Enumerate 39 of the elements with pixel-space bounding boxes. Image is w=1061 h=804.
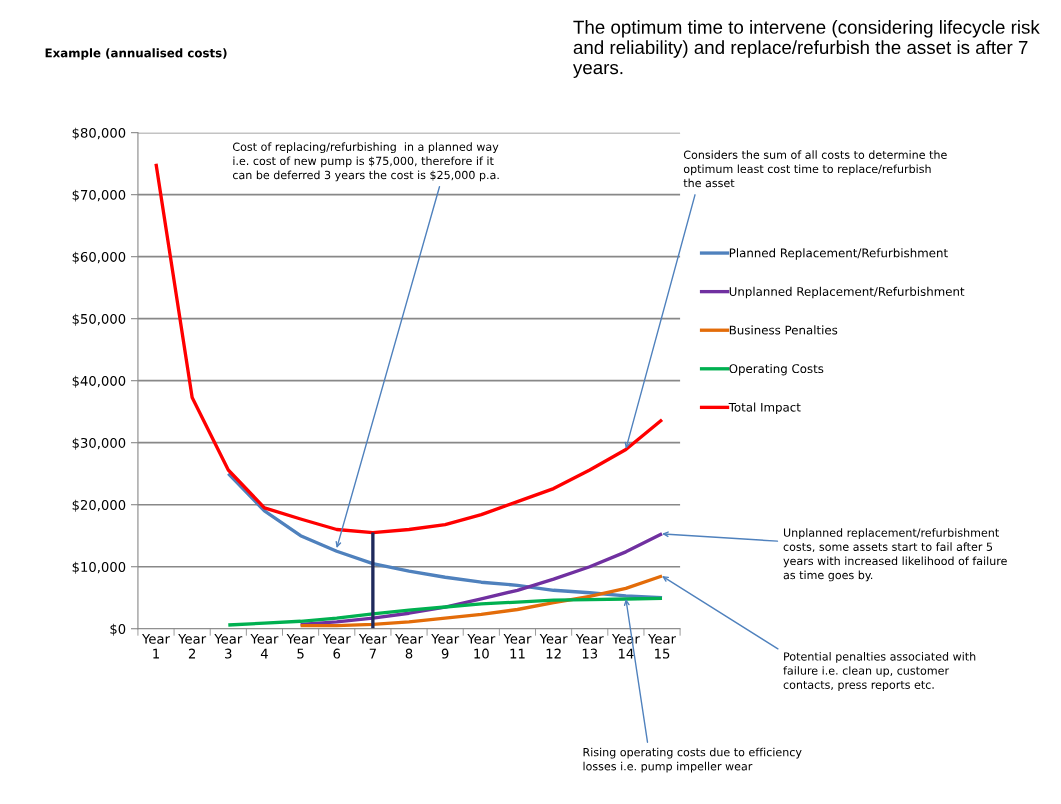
text: The optimum time to intervene (considering lifecycle risk and reliability) and replace/refurbish the asset is after 7 years. bbox=[572, 20, 1040, 78]
x-tick-label: Year 4 bbox=[250, 634, 279, 659]
x-tick-label: Year 9 bbox=[431, 634, 460, 659]
x-tick-label: Year 15 bbox=[648, 634, 676, 659]
y-tick-label: $60,000 bbox=[72, 251, 126, 264]
x-tick-label: Year 1 bbox=[142, 634, 170, 659]
x-tick-label: Year 10 bbox=[467, 634, 496, 659]
line-series bbox=[226, 596, 664, 627]
x-tick-label: Year 5 bbox=[286, 634, 315, 659]
y-tick-label: $70,000 bbox=[72, 189, 126, 202]
x-tick-label: Year 11 bbox=[503, 634, 532, 659]
legend-label: Total Impact bbox=[728, 402, 801, 414]
y-tick-label: $10,000 bbox=[72, 561, 126, 574]
y-tick-label: $20,000 bbox=[72, 499, 126, 512]
x-tick-label: Year 2 bbox=[178, 634, 207, 659]
line-series bbox=[226, 472, 664, 600]
x-tick-label: Year 12 bbox=[539, 634, 568, 659]
y-tick-label: $30,000 bbox=[72, 437, 126, 450]
y-tick-label: $0 bbox=[110, 623, 126, 636]
x-tick-label: Year 8 bbox=[395, 634, 423, 659]
annotation: Cost of replacing/refurbishing in a planned way i.e. cost of new pump is $75,000, therefore if it can be deferred 3 years the cost is $25,000 p.a. bbox=[232, 142, 499, 182]
legend-label: Business Penalties bbox=[729, 325, 838, 335]
x-tick-label: Year 6 bbox=[322, 634, 351, 659]
line-series bbox=[298, 574, 664, 628]
x-tick-label: Year 3 bbox=[214, 634, 243, 659]
annotation: Unplanned replacement/refurbishment costs, some assets start to fail after 5 years with increased likelihood of failure as time goes by. bbox=[783, 528, 1007, 582]
annotation: Potential penalties associated with failure i.e. clean up, customer contacts, press reports etc. bbox=[783, 652, 976, 692]
x-tick-label: Year 7 bbox=[358, 634, 387, 659]
x-tick-label: Year 13 bbox=[575, 634, 604, 659]
legend-label: Planned Replacement/Refurbishment bbox=[729, 248, 948, 260]
y-tick-label: $40,000 bbox=[72, 375, 126, 388]
legend-label: Operating Costs bbox=[729, 363, 824, 376]
annotation: Considers the sum of all costs to determine the optimum least cost time to replace/refurbish the asset bbox=[683, 150, 947, 188]
y-tick-label: $80,000 bbox=[72, 127, 126, 140]
annotation: Rising operating costs due to efficiency losses i.e. pump impeller wear bbox=[583, 747, 802, 773]
y-tick-label: $50,000 bbox=[72, 313, 126, 326]
legend-label: Unplanned Replacement/Refurbishment bbox=[729, 286, 965, 299]
chart-subtitle: Example (annualised costs) bbox=[45, 48, 227, 60]
x-tick-label: Year 14 bbox=[611, 634, 640, 659]
